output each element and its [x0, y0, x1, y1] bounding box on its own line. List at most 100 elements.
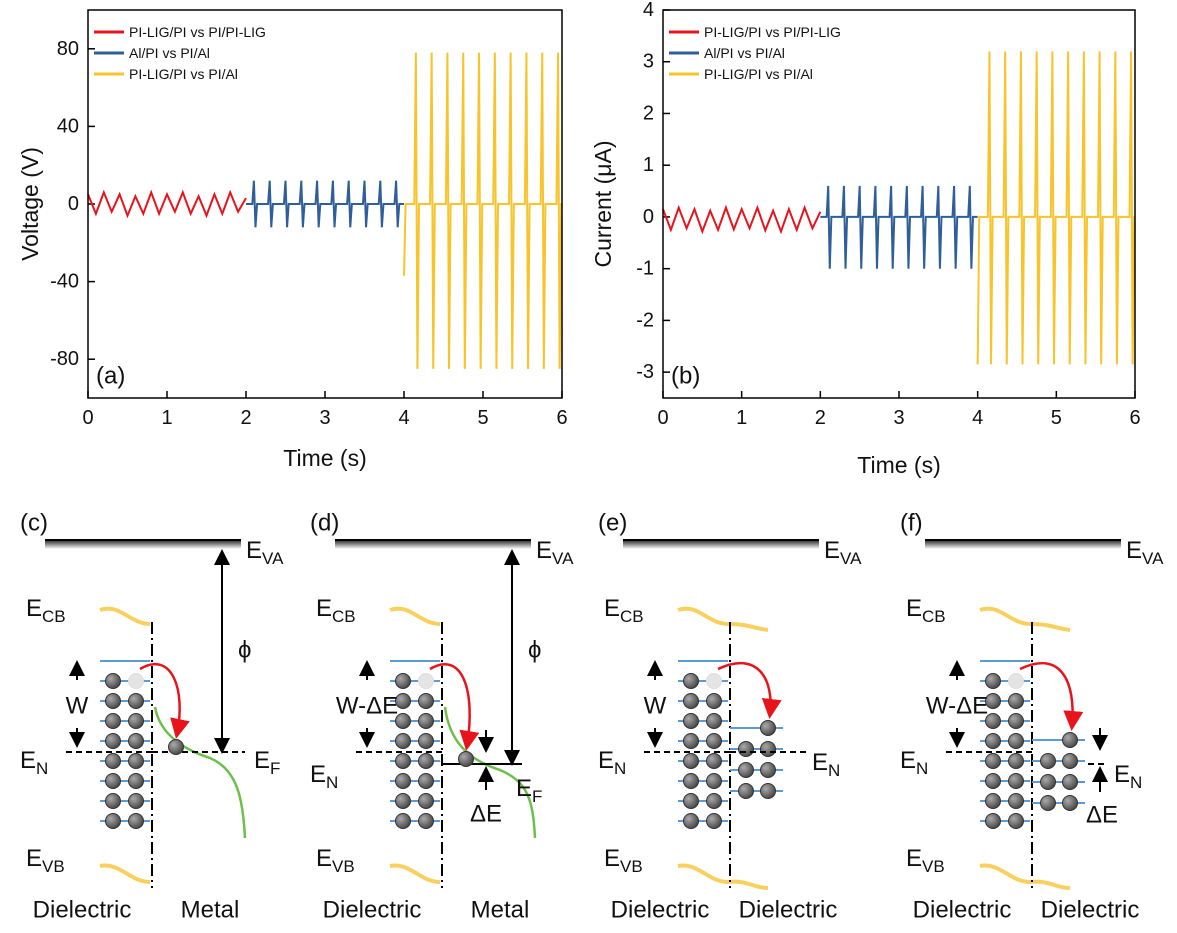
energy-subscript: CB	[922, 607, 946, 626]
y-tick-label: 2	[643, 102, 654, 124]
right-material: Dielectric	[739, 897, 838, 924]
atom	[395, 813, 411, 829]
electron-transfer	[139, 662, 190, 739]
y-tick-label: 1	[643, 154, 654, 176]
series-line	[246, 180, 404, 228]
metal-band	[443, 706, 537, 839]
y-tick-label: 80	[57, 38, 79, 60]
atom	[683, 813, 699, 829]
atom	[418, 753, 434, 769]
valence-band	[99, 863, 151, 884]
atom	[683, 713, 699, 729]
atom	[418, 673, 434, 689]
panel-label: (e)	[598, 510, 627, 537]
vacuum-level-label: EVA	[536, 537, 574, 568]
atom	[683, 673, 699, 689]
conduction-band	[389, 606, 441, 626]
y-tick-label: 0	[643, 206, 654, 228]
energy-subscript: N	[1130, 773, 1142, 792]
neutral-level-label: EN	[20, 747, 48, 778]
valence-band	[389, 863, 441, 884]
x-tick-label: 1	[736, 407, 747, 429]
atom	[105, 773, 121, 789]
vacuum-level	[45, 540, 241, 549]
neutral-level-label: EN	[310, 761, 338, 792]
metal-band	[153, 706, 247, 839]
atom	[458, 751, 474, 767]
atom	[105, 753, 121, 769]
x-tick-label: 6	[1129, 407, 1140, 429]
neutral-level-right-label: EN	[812, 749, 840, 780]
atom	[738, 762, 754, 778]
x-tick-label: 2	[815, 407, 826, 429]
left-material: Dielectric	[611, 897, 710, 924]
atom	[760, 762, 776, 778]
energy-subscript: F	[270, 759, 280, 778]
energy-symbol: E	[598, 747, 614, 774]
neutral-level-right-label: EN	[1114, 761, 1142, 792]
atom	[1008, 693, 1024, 709]
energy-subscript: VB	[42, 857, 65, 876]
atom	[760, 783, 776, 799]
atom	[760, 720, 776, 736]
atom	[1062, 774, 1078, 790]
energy-subscript: VB	[332, 857, 355, 876]
energy-symbol: E	[316, 595, 332, 622]
valence-band-label: EVB	[604, 845, 643, 876]
atom	[395, 773, 411, 789]
valence-band	[677, 863, 769, 890]
energy-subscript: CB	[620, 607, 644, 626]
x-tick-label: 1	[161, 407, 172, 429]
legend-label: PI-LIG/PI vs PI/PI-LIG	[704, 24, 841, 40]
energy-symbol: E	[310, 761, 326, 788]
y-tick-label: -2	[636, 309, 654, 331]
conduction-band-label: ECB	[604, 595, 644, 626]
conduction-band-label: ECB	[26, 595, 66, 626]
x-axis-title: Time (s)	[857, 452, 940, 478]
width-label: W-ΔE	[926, 693, 988, 720]
legend-label: PI-LIG/PI vs PI/PI-LIG	[129, 24, 266, 40]
atom	[128, 813, 144, 829]
right-material: Metal	[471, 897, 530, 924]
energy-symbol: E	[20, 747, 36, 774]
atom	[706, 673, 722, 689]
plot-frame	[87, 9, 563, 399]
y-axis-title: Current (μA)	[590, 141, 616, 268]
atom	[985, 793, 1001, 809]
atom	[128, 733, 144, 749]
fermi-level-label: EF	[254, 747, 280, 778]
energy-symbol: E	[246, 537, 262, 564]
energy-symbol: E	[906, 845, 922, 872]
x-tick-label: 0	[82, 407, 93, 429]
atom	[706, 813, 722, 829]
atom	[105, 713, 121, 729]
conduction-band	[677, 606, 769, 632]
energy-subscript: VA	[262, 549, 284, 568]
panel-label: (d)	[310, 510, 339, 537]
panel-label: (f)	[900, 510, 923, 537]
width-label: W-ΔE	[336, 693, 398, 720]
conduction-band-label: ECB	[316, 595, 356, 626]
legend-label: PI-LIG/PI vs PI/Al	[704, 66, 813, 82]
y-tick-label: 3	[643, 51, 654, 73]
conduction-band-label: ECB	[906, 595, 946, 626]
atom	[105, 733, 121, 749]
atom	[683, 793, 699, 809]
electron-transfer	[717, 661, 782, 719]
energy-symbol: E	[1114, 761, 1130, 788]
vacuum-level	[925, 540, 1121, 549]
energy-symbol: E	[1126, 537, 1142, 564]
valence-band-label: EVB	[26, 845, 65, 876]
y-tick-label: 4	[643, 0, 654, 21]
energy-symbol: E	[812, 749, 828, 776]
neutral-level-label: EN	[900, 747, 928, 778]
energy-subscript: VA	[1142, 549, 1164, 568]
atom	[105, 813, 121, 829]
valence-band	[979, 863, 1071, 890]
atom	[105, 693, 121, 709]
legend-label: Al/PI vs PI/Al	[129, 45, 210, 61]
